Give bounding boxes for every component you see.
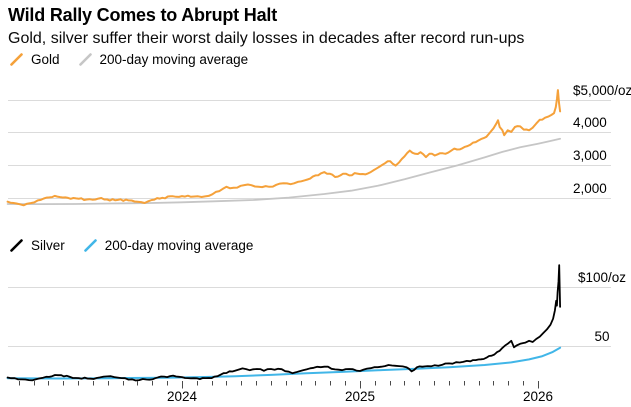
gold-legend-label: Gold <box>31 52 60 67</box>
silver-line-legend-icon <box>10 239 23 252</box>
gold-y-tick-label: $5,000/oz <box>573 83 631 98</box>
silver-legend-item: Silver <box>10 238 65 253</box>
gold-ma-legend-item: 200-day moving average <box>78 52 249 67</box>
gold-line <box>6 89 562 207</box>
silver-ma-legend-icon <box>83 239 97 252</box>
gold-line-legend-icon <box>10 53 23 66</box>
gold-ma <box>6 137 561 205</box>
page-title: Wild Rally Comes to Abrupt Halt <box>8 5 277 25</box>
x-tick-label: 2024 <box>166 389 198 404</box>
silver-legend: Silver 200-day moving average <box>10 238 253 253</box>
x-tick-label: 2025 <box>344 389 376 404</box>
silver-y-tick-label: 50 <box>594 329 610 344</box>
silver-ma <box>6 346 562 380</box>
gold-ma-legend-label: 200-day moving average <box>99 52 249 67</box>
silver-ma-legend-label: 200-day moving average <box>104 238 254 253</box>
chart-subtitle: Gold, silver suffer their worst daily lo… <box>8 30 525 47</box>
gold-y-tick-label: 4,000 <box>573 115 607 130</box>
gold-y-tick-label: 3,000 <box>573 148 607 163</box>
silver-legend-label: Silver <box>31 238 65 253</box>
x-tick-label: 2026 <box>522 389 554 404</box>
gold-legend-item: Gold <box>10 52 60 67</box>
silver-ma-legend-item: 200-day moving average <box>83 238 254 253</box>
gold-legend: Gold 200-day moving average <box>10 52 248 67</box>
silver-line <box>6 264 561 382</box>
silver-y-tick-label: $100/oz <box>577 270 627 285</box>
gold-y-tick-label: 2,000 <box>573 181 607 196</box>
gold-ma-legend-icon <box>78 53 92 66</box>
